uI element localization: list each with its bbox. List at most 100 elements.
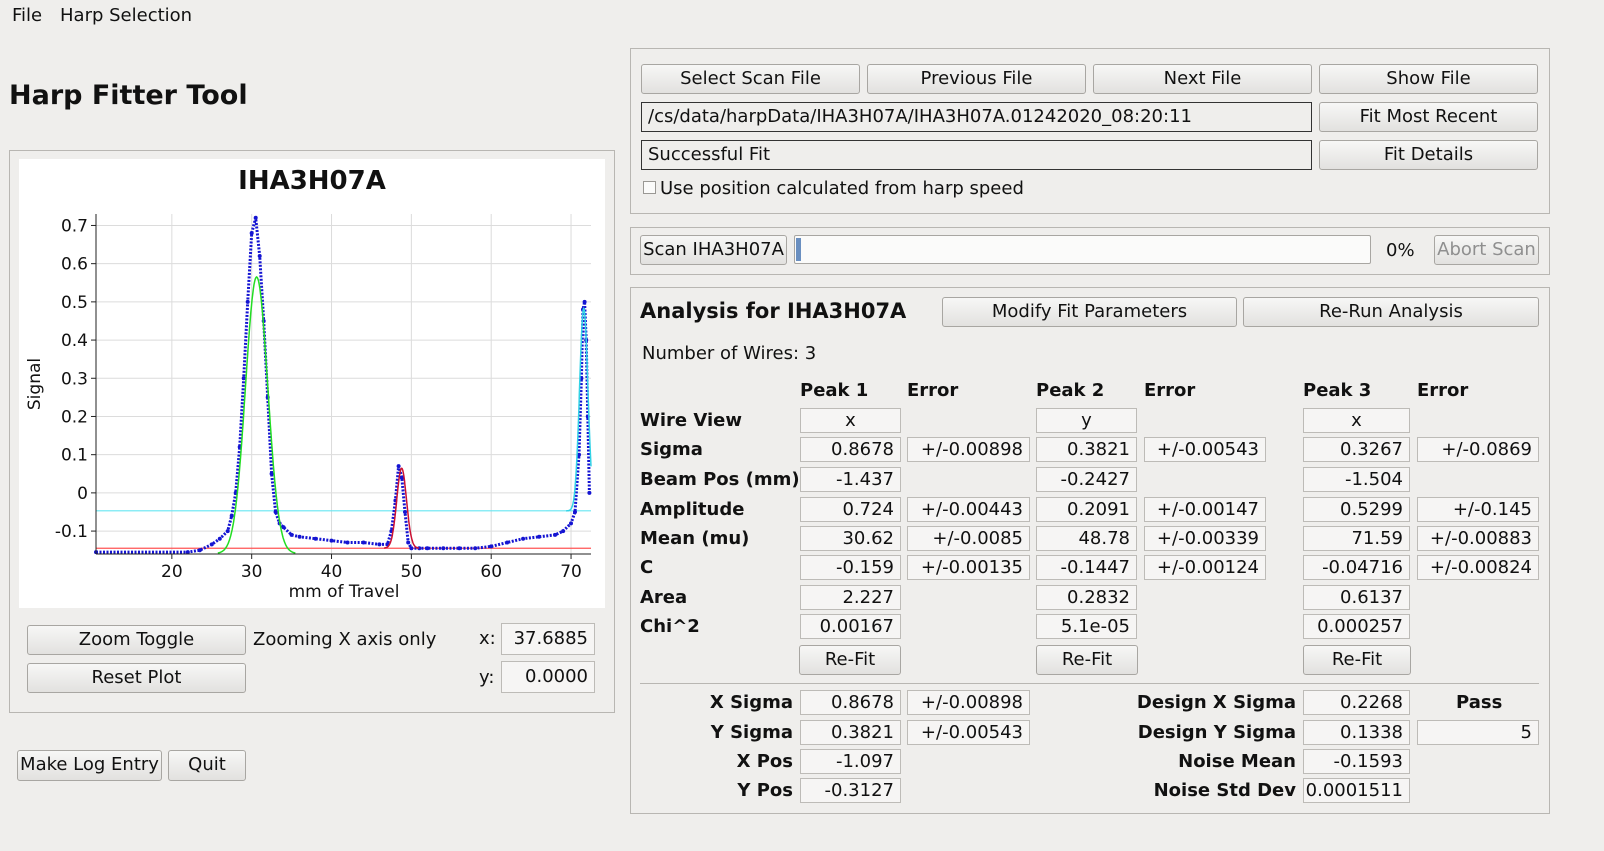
peak1-mean: 30.62 bbox=[800, 526, 901, 551]
data-point bbox=[197, 548, 202, 553]
data-point bbox=[209, 542, 214, 547]
y-coord-value: 0.0000 bbox=[501, 661, 595, 693]
data-point bbox=[561, 529, 566, 534]
data-point bbox=[457, 546, 462, 551]
peak3-wire-view: x bbox=[1303, 408, 1410, 433]
menubar: File Harp Selection bbox=[0, 0, 1604, 30]
y-tick-label: 0.5 bbox=[61, 293, 88, 313]
data-point bbox=[345, 540, 350, 545]
rerun-analysis-button[interactable]: Re-Run Analysis bbox=[1243, 297, 1539, 327]
peak3-beam-pos: -1.504 bbox=[1303, 467, 1410, 492]
x-axis-label: mm of Travel bbox=[289, 582, 400, 602]
y-tick-label: 0.1 bbox=[61, 446, 88, 466]
menu-file[interactable]: File bbox=[12, 5, 43, 26]
peak1-amplitude-error: +/-0.00443 bbox=[907, 497, 1030, 522]
x-coord-label: x: bbox=[479, 628, 496, 649]
peak3-amplitude-error: +/-0.145 bbox=[1417, 497, 1539, 522]
peak2-area: 0.2832 bbox=[1036, 585, 1137, 610]
peak3-header: Peak 3 bbox=[1303, 380, 1372, 401]
data-point bbox=[473, 546, 478, 551]
quit-button[interactable]: Quit bbox=[168, 750, 246, 781]
peak1-wire-view: x bbox=[800, 408, 901, 433]
peak3-chi2: 0.000257 bbox=[1303, 614, 1410, 639]
peak2-sigma: 0.3821 bbox=[1036, 437, 1137, 462]
data-point bbox=[441, 546, 446, 551]
data-point bbox=[573, 510, 577, 514]
data-point bbox=[521, 536, 526, 541]
design-x-sigma-label: Design X Sigma bbox=[1136, 692, 1296, 713]
fit-most-recent-button[interactable]: Fit Most Recent bbox=[1319, 102, 1538, 132]
design-x-sigma-value: 0.2268 bbox=[1303, 690, 1410, 715]
peak3-refit-button[interactable]: Re-Fit bbox=[1303, 645, 1411, 675]
zoom-toggle-button[interactable]: Zoom Toggle bbox=[27, 625, 246, 655]
noise-mean-label: Noise Mean bbox=[1178, 751, 1296, 772]
data-point bbox=[577, 452, 581, 457]
data-point bbox=[297, 534, 302, 539]
data-point bbox=[537, 534, 542, 539]
peak3-mean: 71.59 bbox=[1303, 526, 1410, 551]
peak1-beam-pos: -1.437 bbox=[800, 467, 901, 492]
peak2-refit-button[interactable]: Re-Fit bbox=[1036, 645, 1138, 675]
fit-details-button[interactable]: Fit Details bbox=[1319, 140, 1538, 170]
row-label-beam-pos: Beam Pos (mm) bbox=[640, 469, 800, 490]
data-point bbox=[489, 544, 494, 549]
select-scan-file-button[interactable]: Select Scan File bbox=[641, 64, 860, 94]
row-label-mean: Mean (mu) bbox=[640, 528, 750, 549]
show-file-button[interactable]: Show File bbox=[1319, 64, 1538, 94]
peak2-chi2: 5.1e-05 bbox=[1036, 614, 1137, 639]
data-point bbox=[569, 521, 573, 526]
peak1-chi2: 0.00167 bbox=[800, 614, 901, 639]
data-point bbox=[582, 299, 587, 304]
peak1-sigma-error: +/-0.00898 bbox=[907, 437, 1030, 462]
pass-value: 5 bbox=[1417, 720, 1539, 745]
data-point bbox=[229, 513, 234, 518]
peak2-beam-pos: -0.2427 bbox=[1036, 467, 1137, 492]
noise-mean-value: -0.1593 bbox=[1303, 749, 1410, 774]
peak2-c-error: +/-0.00124 bbox=[1144, 555, 1266, 580]
y-coord-label: y: bbox=[479, 667, 495, 688]
plot-series bbox=[94, 215, 592, 555]
scan-button[interactable]: Scan IHA3H07A bbox=[640, 235, 787, 265]
peak3-sigma-error: +/-0.0869 bbox=[1417, 437, 1539, 462]
peak1-c: -0.159 bbox=[800, 555, 901, 580]
x-tick-label: 60 bbox=[480, 562, 502, 582]
fit-curve-peak3 bbox=[566, 307, 592, 512]
make-log-entry-button[interactable]: Make Log Entry bbox=[17, 750, 162, 781]
use-position-checkbox[interactable] bbox=[643, 181, 656, 194]
y-tick-label: -0.1 bbox=[55, 522, 88, 542]
reset-plot-button[interactable]: Reset Plot bbox=[27, 663, 246, 693]
row-label-sigma: Sigma bbox=[640, 439, 703, 460]
y-sigma-value: 0.3821 bbox=[800, 720, 901, 745]
row-label-area: Area bbox=[640, 587, 688, 608]
peak1-refit-button[interactable]: Re-Fit bbox=[799, 645, 901, 675]
menu-harp-selection[interactable]: Harp Selection bbox=[60, 5, 193, 26]
previous-file-button[interactable]: Previous File bbox=[867, 64, 1086, 94]
plot-canvas[interactable]: IHA3H07A 20 30 40 50 60 70 -0.1 0 0.1 0.2 0.3 0.4 0.… bbox=[19, 159, 605, 608]
pass-label: Pass bbox=[1456, 692, 1503, 713]
modify-fit-parameters-button[interactable]: Modify Fit Parameters bbox=[942, 297, 1237, 327]
design-y-sigma-value: 0.1338 bbox=[1303, 720, 1410, 745]
data-point bbox=[425, 546, 430, 551]
file-path-field[interactable]: /cs/data/harpData/IHA3H07A/IHA3H07A.0124… bbox=[641, 102, 1312, 132]
peak3-mean-error: +/-0.00883 bbox=[1417, 526, 1539, 551]
peak3-amplitude: 0.5299 bbox=[1303, 497, 1410, 522]
peak3-c-error: +/-0.00824 bbox=[1417, 555, 1539, 580]
next-file-button[interactable]: Next File bbox=[1093, 64, 1312, 94]
peak2-wire-view: y bbox=[1036, 408, 1137, 433]
x-sigma-label: X Sigma bbox=[709, 692, 793, 713]
abort-scan-button[interactable]: Abort Scan bbox=[1434, 235, 1539, 265]
design-y-sigma-label: Design Y Sigma bbox=[1137, 722, 1296, 743]
data-point bbox=[329, 538, 334, 543]
data-point bbox=[403, 510, 407, 514]
peak3-c: -0.04716 bbox=[1303, 555, 1410, 580]
data-point bbox=[361, 540, 366, 545]
y-axis-label: Signal bbox=[25, 358, 45, 410]
x-tick-label: 40 bbox=[321, 562, 343, 582]
noise-std-dev-label: Noise Std Dev bbox=[1153, 780, 1296, 801]
y-tick-label: 0.3 bbox=[61, 369, 88, 389]
peak3-error-header: Error bbox=[1417, 380, 1469, 401]
peak2-header: Peak 2 bbox=[1036, 380, 1105, 401]
data-point bbox=[396, 464, 401, 469]
y-tick-label: 0 bbox=[77, 484, 88, 504]
data-point bbox=[313, 536, 318, 541]
